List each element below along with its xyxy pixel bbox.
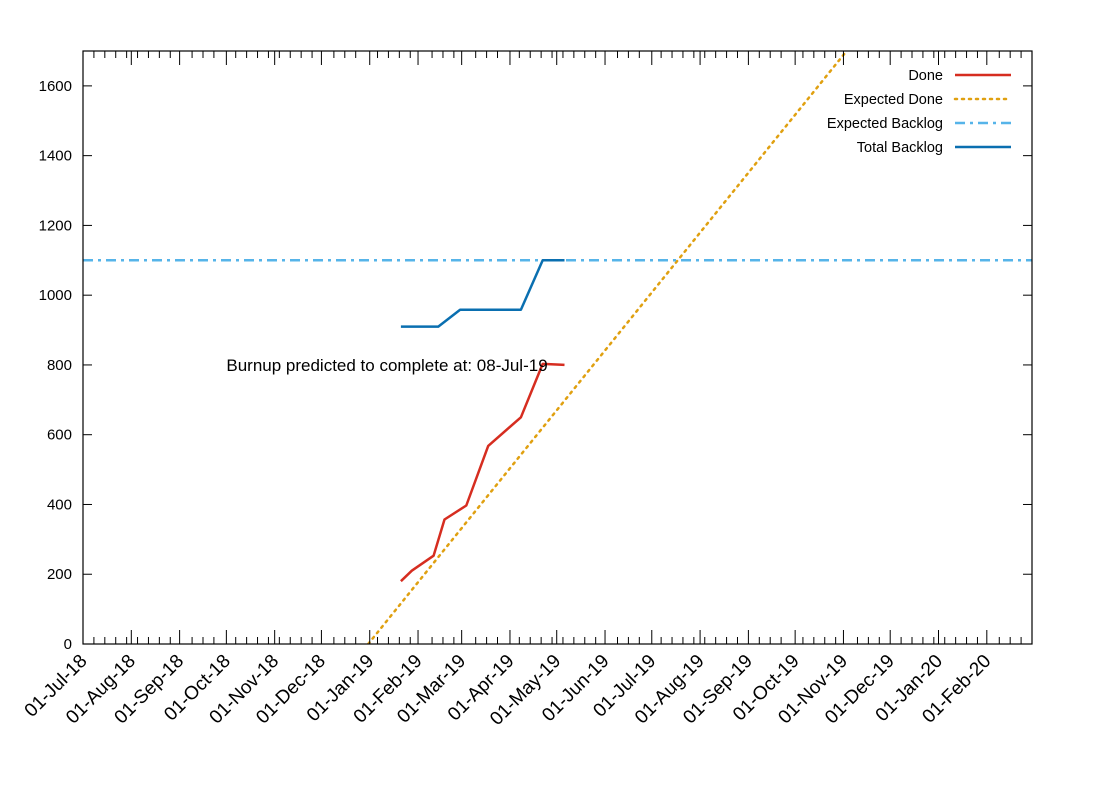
legend-label-expected-backlog: Expected Backlog: [827, 116, 943, 132]
y-tick-label: 200: [47, 566, 72, 583]
series-line-expected-done: [366, 51, 848, 644]
series-line-done: [400, 362, 565, 583]
y-tick-label: 1600: [39, 78, 72, 95]
y-tick-label: 800: [47, 357, 72, 374]
y-tick-label: 1200: [39, 217, 72, 234]
y-tick-label: 0: [64, 636, 72, 653]
y-tick-label: 600: [47, 427, 72, 444]
series-line-total-backlog: [400, 259, 565, 328]
plot-border: [82, 50, 1033, 645]
series-layer: [83, 51, 1032, 644]
legend-label-done: Done: [908, 68, 943, 84]
completion-annotation: Burnup predicted to complete at: 08-Jul-…: [226, 356, 547, 375]
legend-label-expected-done: Expected Done: [844, 92, 943, 108]
legend-label-total-backlog: Total Backlog: [857, 140, 943, 156]
y-tick-label: 1000: [39, 287, 72, 304]
legend: Done Expected Done Expected Backlog Total B…: [827, 68, 1013, 156]
y-tick-label: 1400: [39, 148, 72, 165]
y-tick-label: 400: [47, 496, 72, 513]
